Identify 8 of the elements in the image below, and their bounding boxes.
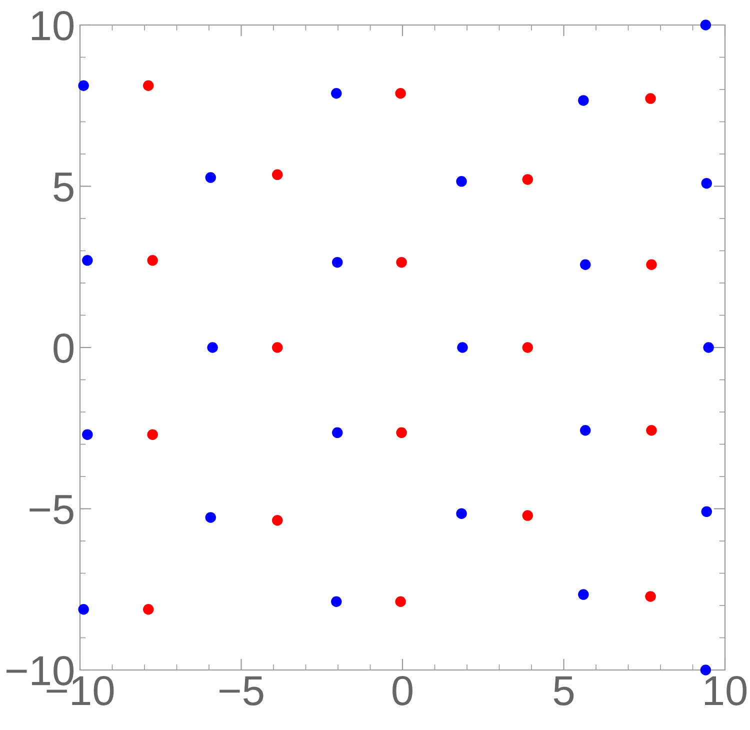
x-tick-label: −5 — [220, 676, 264, 706]
x-tick-label: 10 — [705, 676, 747, 706]
x-tick-label: 0 — [392, 676, 412, 706]
x-tick-label: 5 — [554, 676, 574, 706]
y-tick-label: −5 — [30, 495, 74, 524]
y-tick-label: 10 — [32, 11, 74, 41]
y-tick-label: 0 — [54, 334, 74, 364]
y-tick-label: 5 — [54, 172, 74, 202]
